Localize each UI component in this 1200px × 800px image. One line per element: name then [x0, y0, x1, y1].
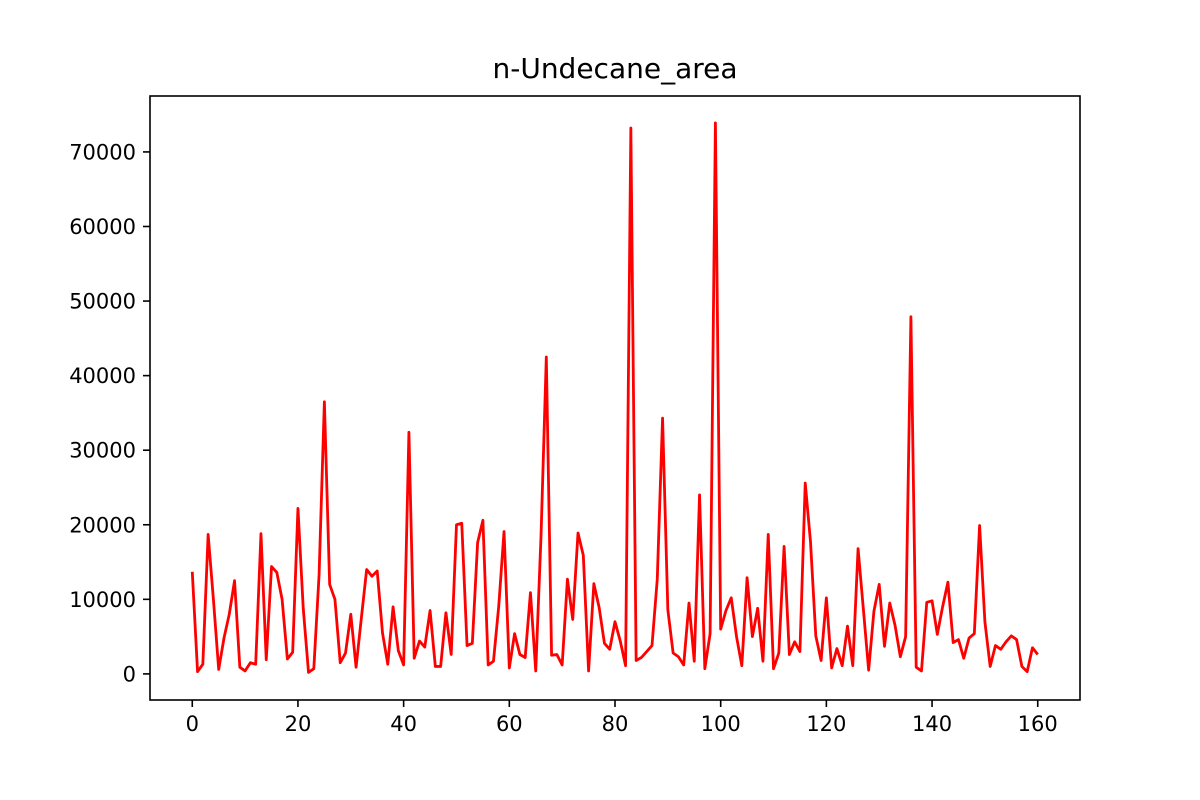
- x-tick-label: 60: [496, 712, 523, 736]
- y-tick-label: 10000: [69, 588, 136, 612]
- chart-title: n-Undecane_area: [492, 52, 737, 85]
- y-tick-label: 50000: [69, 290, 136, 314]
- y-tick-label: 40000: [69, 364, 136, 388]
- y-tick-label: 30000: [69, 439, 136, 463]
- series-line-0: [190, 121, 1039, 674]
- x-tick-label: 120: [806, 712, 846, 736]
- x-tick-label: 40: [390, 712, 417, 736]
- x-tick-label: 80: [602, 712, 629, 736]
- x-axis: 0 20 40 60 80 100 120 140 160: [186, 700, 1058, 736]
- x-tick-label: 100: [701, 712, 741, 736]
- plot-area-frame: [149, 95, 1081, 701]
- y-tick-label: 70000: [69, 140, 136, 164]
- x-tick-label: 0: [186, 712, 199, 736]
- x-tick-label: 140: [912, 712, 952, 736]
- series-layer: [190, 121, 1039, 674]
- y-tick-label: 60000: [69, 215, 136, 239]
- x-tick-label: 160: [1018, 712, 1058, 736]
- y-tick-label: 0: [123, 662, 136, 686]
- y-tick-label: 20000: [69, 513, 136, 537]
- x-tick-label: 20: [285, 712, 312, 736]
- y-axis: 0 10000 20000 30000 40000 50000 60000 70000: [69, 140, 150, 686]
